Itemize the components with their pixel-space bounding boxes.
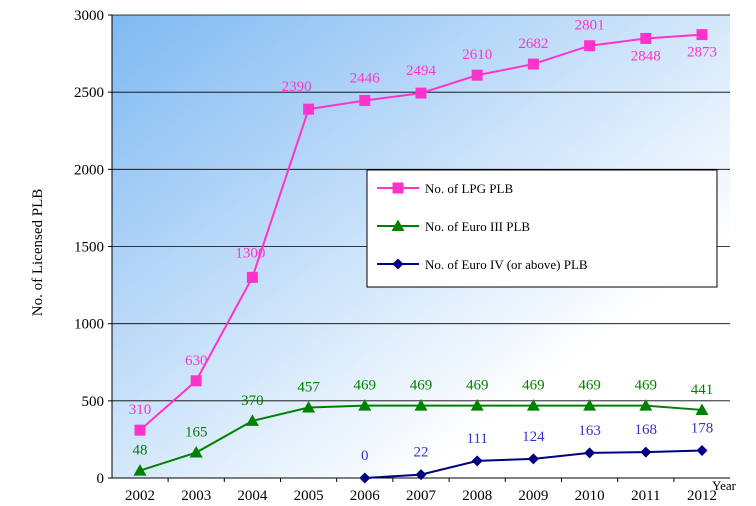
data-label: 469 — [410, 378, 433, 394]
data-label: 630 — [185, 353, 208, 369]
data-point — [527, 58, 539, 70]
legend-marker — [391, 219, 405, 231]
x-tick-label: 2007 — [406, 488, 437, 504]
data-point — [133, 464, 147, 476]
y-tick-label: 1500 — [74, 240, 104, 256]
data-point — [359, 95, 371, 107]
legend: No. of LPG PLB No. of Euro III PLB No. of … — [366, 169, 718, 288]
data-point — [302, 400, 316, 413]
data-label: 441 — [691, 382, 714, 398]
data-point — [471, 455, 483, 467]
data-label: 2801 — [575, 18, 605, 34]
data-label: 48 — [133, 443, 148, 459]
data-point — [696, 29, 708, 41]
x-tick-label: 2011 — [631, 488, 660, 504]
data-label: 163 — [578, 423, 601, 439]
data-label: 22 — [414, 445, 429, 461]
series-2 — [133, 399, 709, 476]
y-tick-labels: 0 500 1000 1500 2000 2500 3000 — [74, 8, 104, 487]
data-point — [414, 399, 428, 411]
data-label: 469 — [354, 378, 377, 394]
data-point — [527, 453, 539, 465]
data-label: 168 — [635, 422, 658, 438]
data-label: 469 — [578, 378, 601, 394]
legend-label: No. of LPG PLB — [425, 181, 513, 196]
data-label: 2682 — [518, 36, 548, 52]
y-tick-label: 2500 — [74, 85, 104, 101]
data-point — [358, 399, 372, 411]
data-point — [415, 469, 427, 481]
x-tick-labels: 2002 2003 2004 2005 2006 2007 2008 2009 2010 2011… — [125, 488, 717, 504]
data-point — [471, 69, 483, 81]
data-point — [584, 447, 596, 459]
data-label: 469 — [522, 378, 545, 394]
x-tick-label: 2012 — [687, 488, 717, 504]
x-tick-label: 2002 — [125, 488, 155, 504]
legend-item: No. of Euro III PLB — [377, 219, 530, 234]
legend-item: No. of LPG PLB — [377, 181, 513, 196]
data-point — [189, 446, 203, 458]
data-label: 469 — [635, 378, 658, 394]
x-axis-title: Year — [712, 478, 737, 493]
series-3 — [359, 445, 708, 484]
data-point — [246, 271, 258, 283]
data-label: 2390 — [282, 79, 312, 95]
y-tick-label: 3000 — [74, 8, 104, 24]
legend-label: No. of Euro IV (or above) PLB — [425, 257, 588, 272]
data-point — [470, 399, 484, 411]
legend-marker — [392, 258, 404, 270]
data-label: 2610 — [462, 47, 492, 63]
y-axis-title: No. of Licensed PLB — [30, 189, 46, 316]
data-labels: 310 630 1300 2390 2446 2494 2610 2682 2801 2848 28… — [129, 18, 717, 464]
data-label: 469 — [466, 378, 489, 394]
data-label: 111 — [467, 431, 488, 447]
data-point — [695, 403, 709, 415]
y-tick-label: 500 — [82, 394, 105, 410]
y-tick-label: 2000 — [74, 162, 104, 178]
data-label: 370 — [241, 393, 264, 409]
x-tick-label: 2010 — [575, 488, 605, 504]
legend-box — [366, 169, 718, 288]
legend-label: No. of Euro III PLB — [425, 219, 530, 234]
data-label: 2848 — [631, 48, 661, 64]
legend-marker — [392, 182, 404, 194]
data-point — [526, 399, 540, 411]
data-point — [696, 445, 708, 457]
series — [133, 29, 709, 484]
data-label: 457 — [297, 379, 320, 395]
data-point — [640, 32, 652, 44]
x-tick-label: 2006 — [350, 488, 381, 504]
data-point — [134, 424, 146, 436]
data-point — [639, 399, 653, 411]
data-label: 124 — [522, 429, 545, 445]
legend-item: No. of Euro IV (or above) PLB — [377, 257, 588, 272]
data-point — [303, 103, 315, 115]
y-tick-label: 1000 — [74, 317, 104, 333]
y-tick-label: 0 — [97, 471, 105, 487]
data-label: 2873 — [687, 45, 717, 61]
series-1 — [134, 29, 708, 436]
x-tick-label: 2004 — [237, 488, 268, 504]
data-label: 0 — [361, 448, 369, 464]
data-label: 178 — [691, 421, 714, 437]
data-point — [190, 375, 202, 387]
x-tick-label: 2005 — [294, 488, 324, 504]
data-label: 2446 — [350, 71, 381, 87]
data-point — [640, 446, 652, 458]
data-point — [245, 414, 259, 426]
x-tick-label: 2009 — [518, 488, 548, 504]
data-point — [584, 40, 596, 52]
x-tick-label: 2008 — [462, 488, 492, 504]
data-label: 2494 — [406, 63, 437, 79]
data-label: 1300 — [235, 245, 265, 261]
x-tick-label: 2003 — [181, 488, 211, 504]
data-label: 165 — [185, 425, 208, 441]
data-point — [583, 399, 597, 411]
data-point — [359, 472, 371, 484]
data-point — [415, 87, 427, 99]
data-label: 310 — [129, 402, 152, 418]
